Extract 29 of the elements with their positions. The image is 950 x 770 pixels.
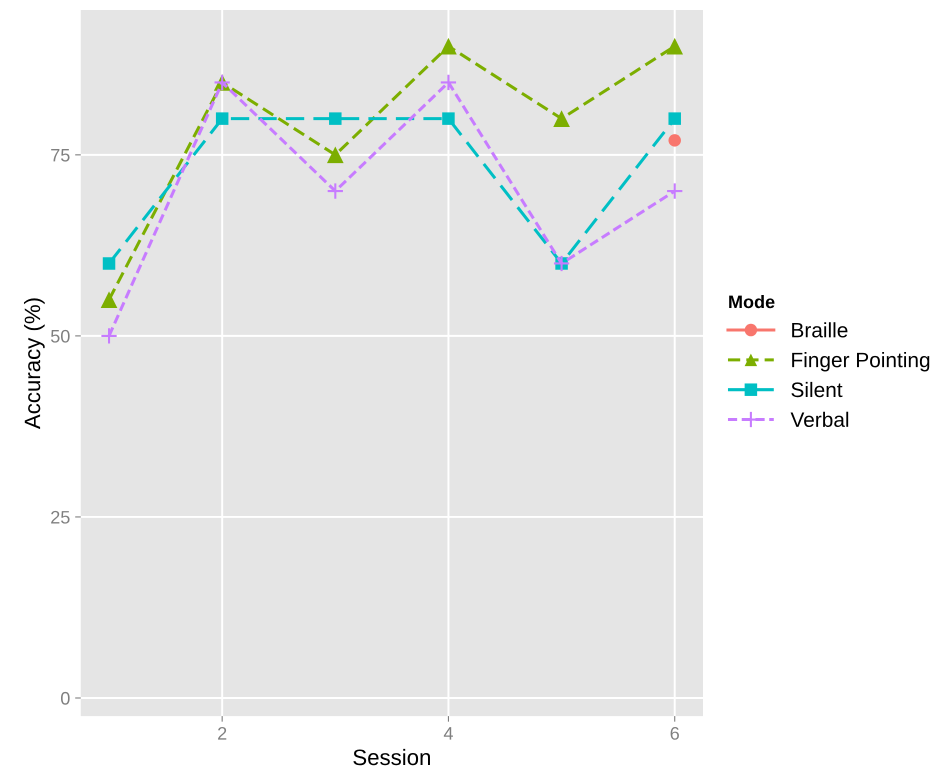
point [326, 182, 344, 200]
legend-label: Braille [792, 322, 848, 338]
point [326, 146, 344, 164]
point [100, 327, 118, 345]
point [102, 257, 116, 270]
x-tick-label: 4 [444, 727, 453, 740]
point [442, 112, 455, 125]
y-tick-label: 25 [51, 510, 70, 524]
legend-label: Silent [791, 382, 842, 398]
point [440, 74, 458, 92]
legend-label: Verbal [790, 412, 848, 428]
x-axis-title: Session [353, 748, 430, 766]
y-axis-title: Accuracy (%) [24, 298, 45, 430]
legend-label: Finger Pointing [792, 352, 930, 372]
point [666, 38, 684, 55]
y-tick-label: 0 [61, 692, 70, 705]
point [666, 182, 684, 200]
x-tick-label: 6 [670, 726, 679, 740]
point [440, 38, 457, 55]
legend-title: Mode [729, 294, 774, 308]
point [100, 291, 118, 308]
x-tick-label: 2 [218, 726, 226, 740]
point [668, 112, 681, 125]
y-tick-label: 50 [50, 330, 70, 343]
point [329, 112, 342, 125]
point [668, 134, 681, 147]
point [553, 110, 570, 127]
y-tick-label: 75 [51, 148, 70, 162]
point [216, 112, 228, 125]
